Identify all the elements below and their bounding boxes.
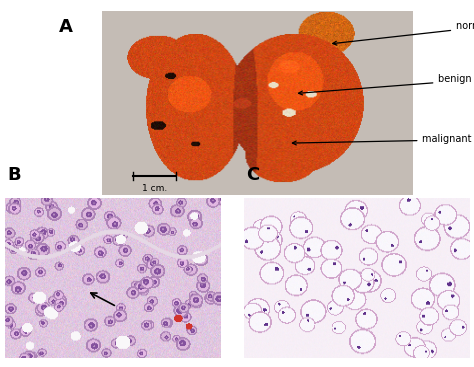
Text: C: C	[246, 166, 260, 184]
Text: 1 cm.: 1 cm.	[142, 184, 167, 193]
Text: benign component: benign component	[299, 74, 474, 95]
Text: normal adrenal: normal adrenal	[333, 21, 474, 45]
Text: A: A	[59, 18, 73, 36]
Text: malignant component: malignant component	[292, 134, 474, 145]
Text: B: B	[7, 166, 21, 184]
